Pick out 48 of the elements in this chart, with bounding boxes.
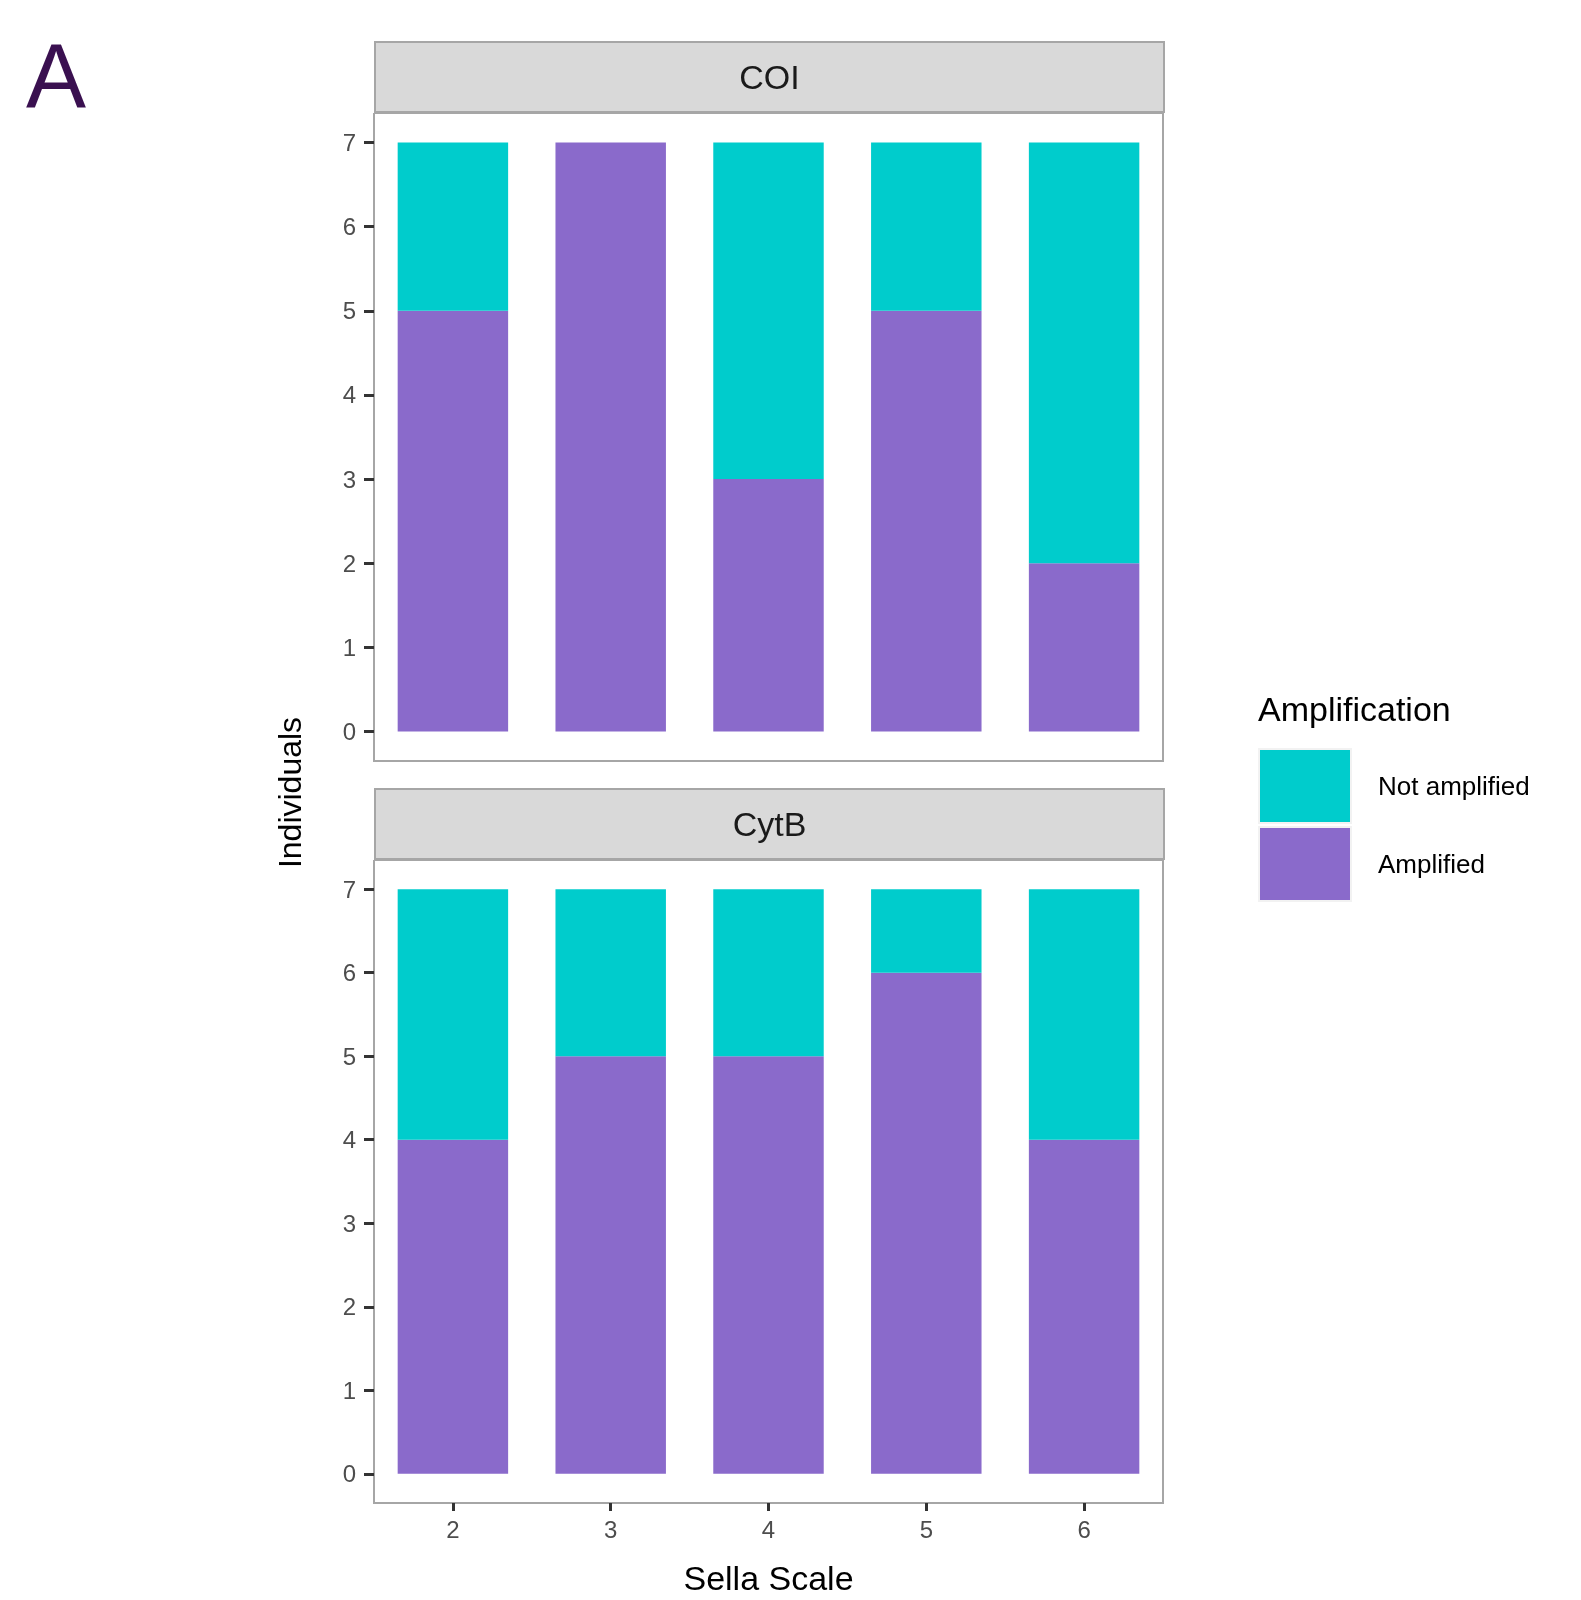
x-tick-label: 2	[446, 1515, 460, 1543]
y-tick-label: 1	[342, 1376, 356, 1404]
bar	[871, 972, 982, 1474]
chart-title: CytB	[374, 788, 1165, 860]
y-tick-label: 1	[342, 633, 356, 661]
bar	[397, 310, 509, 732]
y-tick-label: 4	[342, 381, 356, 409]
legend-title: Amplification	[1258, 690, 1452, 729]
bar	[871, 310, 982, 732]
bar	[871, 142, 982, 311]
y-tick-label: 3	[342, 1209, 356, 1237]
bar	[1028, 563, 1140, 732]
x-tick-label: 6	[1077, 1515, 1091, 1543]
text: A	[26, 26, 87, 126]
bar	[397, 1139, 509, 1474]
bar	[1028, 1139, 1140, 1474]
text: Not amplified	[1378, 770, 1530, 802]
bar	[1028, 142, 1140, 564]
y-tick-label: 5	[342, 1042, 356, 1070]
y-tick-label: 4	[342, 1126, 356, 1154]
bar	[555, 142, 666, 732]
bar	[555, 889, 666, 1057]
y-tick-label: 0	[342, 1460, 356, 1488]
x-tick-label: 5	[919, 1515, 933, 1543]
y-tick-label: 7	[342, 128, 356, 156]
x-tick-label: 3	[604, 1515, 618, 1543]
y-tick-label: 3	[342, 465, 356, 493]
x-tick-label: 4	[761, 1515, 776, 1543]
y-tick-label: 0	[342, 718, 356, 746]
bar	[713, 889, 824, 1057]
text: Amplified	[1378, 848, 1485, 880]
bar	[397, 889, 509, 1140]
y-axis-title: Individuals	[271, 716, 309, 868]
x-axis-title: Sella Scale	[683, 1559, 854, 1597]
bar	[713, 479, 824, 732]
bar	[713, 142, 824, 480]
y-tick-label: 5	[342, 297, 356, 325]
y-tick-label: 6	[342, 959, 356, 987]
bar	[1028, 889, 1140, 1140]
bar	[713, 1056, 824, 1474]
y-tick-label: 2	[342, 1293, 356, 1321]
chart-title: COI	[374, 41, 1165, 113]
bar	[871, 889, 982, 973]
y-tick-label: 2	[342, 549, 356, 577]
bar	[555, 1056, 666, 1474]
bar	[397, 142, 509, 311]
y-tick-label: 6	[342, 213, 356, 241]
y-tick-label: 7	[342, 875, 356, 903]
